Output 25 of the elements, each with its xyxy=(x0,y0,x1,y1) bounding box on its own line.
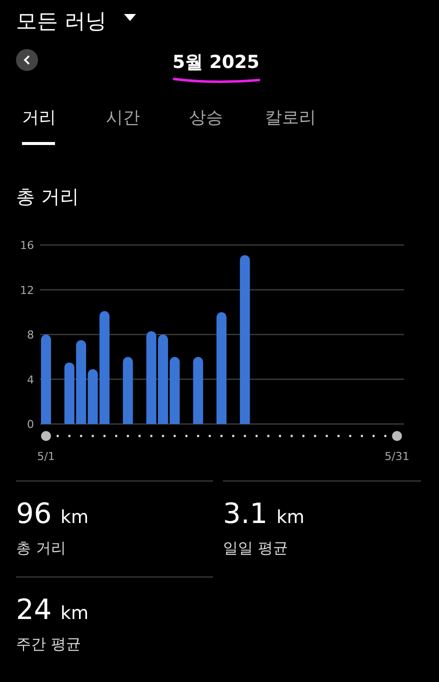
y-tick-label: 8 xyxy=(27,328,34,342)
text: 3.1 km xyxy=(223,497,304,530)
text: 총 거리 xyxy=(16,539,66,557)
bar xyxy=(240,255,250,424)
text: 칼로리 xyxy=(265,108,316,128)
bar xyxy=(41,334,51,424)
text: 주간 평균 xyxy=(16,635,81,653)
text: 5월 2025 xyxy=(172,52,260,73)
x-tick-label: 5/31 xyxy=(384,450,410,463)
text: 상승 xyxy=(189,108,223,128)
y-tick-label: 16 xyxy=(20,239,34,252)
chart-title: 총 거리 xyxy=(16,186,80,208)
y-tick-label: 12 xyxy=(20,284,34,297)
bar xyxy=(216,312,226,424)
text: 모든 러닝 xyxy=(16,9,107,33)
text: 거리 xyxy=(22,108,56,128)
y-tick-label: 0 xyxy=(27,418,34,431)
bar xyxy=(122,356,133,424)
text: 시간 xyxy=(106,108,140,128)
text: 24 km xyxy=(16,593,88,626)
x-tick-label: 5/1 xyxy=(37,450,55,463)
text: 96 km xyxy=(16,497,88,530)
text: 일일 평균 xyxy=(223,539,288,557)
bar xyxy=(193,356,204,424)
y-tick-label: 4 xyxy=(27,373,34,386)
